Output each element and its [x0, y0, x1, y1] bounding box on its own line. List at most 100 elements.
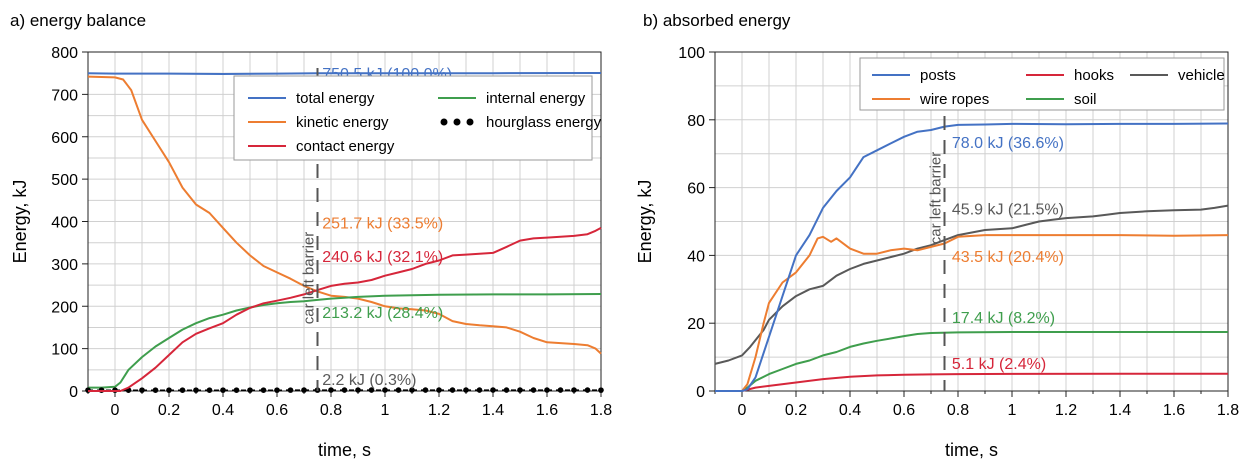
hourglass-marker	[422, 387, 429, 393]
hourglass-marker	[571, 387, 577, 393]
event-label: car left barrier	[301, 232, 318, 325]
event-label: car left barrier	[928, 152, 945, 245]
series-line-hooks	[715, 372, 1228, 392]
x-tick-label: 0.2	[158, 402, 180, 419]
hourglass-marker	[260, 387, 267, 393]
y-tick-label: 80	[687, 113, 705, 130]
y-tick-label: 200	[51, 299, 78, 316]
legend-swatch	[440, 118, 448, 126]
y-tick-label: 800	[51, 45, 78, 62]
series-group	[85, 72, 604, 393]
hourglass-marker	[584, 387, 591, 393]
hourglass-marker	[490, 387, 496, 393]
legend-swatch	[453, 118, 461, 126]
legend-box	[233, 75, 593, 161]
series-line-total-energy	[87, 72, 602, 75]
series-group	[714, 122, 1229, 392]
series-line-wire-ropes	[715, 234, 1229, 392]
x-tick-label: 0	[111, 402, 120, 419]
legend-label: vehicle	[1178, 67, 1225, 84]
plot-frame	[714, 51, 1229, 392]
annotation: 45.9 kJ (21.5%)	[952, 202, 1064, 219]
y-tick-label: 100	[51, 342, 78, 359]
x-tick-label: 1.2	[428, 402, 450, 419]
hourglass-marker	[557, 387, 564, 393]
hourglass-marker	[544, 387, 550, 393]
hourglass-marker	[287, 387, 294, 393]
hourglass-marker	[395, 387, 402, 393]
hourglass-marker	[341, 387, 348, 393]
annotation: 213.2 kJ (28.4%)	[322, 305, 443, 322]
x-tick-label: 0.8	[320, 402, 342, 419]
y-tick-label: 500	[51, 172, 78, 189]
series-line-contact-energy	[88, 227, 602, 392]
chart-title: b) absorbed energy	[643, 11, 791, 30]
hourglass-marker	[166, 387, 172, 393]
hourglass-marker	[328, 387, 334, 393]
annotation: 78.0 kJ (36.6%)	[952, 135, 1064, 152]
y-axis-label: Energy, kJ	[10, 180, 30, 264]
x-tick-label: 1.6	[1163, 402, 1185, 419]
y-tick-label: 400	[51, 215, 78, 232]
series-line-vehicle	[714, 204, 1229, 365]
hourglass-marker	[274, 387, 280, 393]
legend-label: kinetic energy	[296, 114, 389, 131]
legend-swatch	[466, 118, 474, 126]
annotation: 17.4 kJ (8.2%)	[952, 310, 1055, 327]
x-axis-label: time, s	[318, 440, 371, 460]
x-tick-label: 1.6	[536, 402, 558, 419]
chart-panel-1: b) absorbed energy 0 0.2 0.4 0.6 0.8 1 1.2 1.4 1.…	[635, 11, 1239, 460]
y-tick-label: 60	[687, 181, 705, 198]
x-tick-label: 1.4	[1109, 402, 1131, 419]
hourglass-marker	[220, 387, 226, 393]
y-tick-label: 40	[687, 248, 705, 265]
x-tick-label: 0.6	[893, 402, 915, 419]
legend-label: total energy	[296, 90, 375, 107]
hourglass-marker	[139, 387, 145, 393]
annotation: 43.5 kJ (20.4%)	[952, 249, 1064, 266]
x-tick-label: 1	[381, 402, 390, 419]
x-tick-label: 1.4	[482, 402, 504, 419]
x-tick-label: 0	[738, 402, 747, 419]
annotation: 5.1 kJ (2.4%)	[952, 356, 1046, 373]
y-tick-label: 0	[69, 384, 78, 401]
hourglass-marker	[152, 387, 159, 393]
series-line-internal-energy	[88, 293, 602, 389]
x-tick-label: 1.8	[1217, 402, 1239, 419]
x-tick-label: 1.8	[590, 402, 612, 419]
hourglass-marker	[301, 387, 307, 393]
y-tick-label: 300	[51, 257, 78, 274]
legend-label: wire ropes	[919, 91, 989, 108]
y-tick-label: 700	[51, 87, 78, 104]
hourglass-marker	[503, 387, 510, 393]
legend-label: hooks	[1074, 67, 1114, 84]
x-tick-label: 0.4	[212, 402, 234, 419]
series-line-posts	[715, 122, 1229, 392]
y-tick-label: 100	[678, 45, 705, 62]
legend-box	[859, 57, 1225, 111]
x-tick-label: 0.2	[785, 402, 807, 419]
y-tick-label: 20	[687, 316, 705, 333]
chart-title: a) energy balance	[10, 11, 146, 30]
hourglass-marker	[179, 387, 186, 393]
y-tick-label: 0	[696, 384, 705, 401]
hourglass-marker	[598, 387, 604, 393]
hourglass-marker	[247, 387, 253, 393]
hourglass-marker	[355, 387, 361, 393]
x-tick-label: 0.6	[266, 402, 288, 419]
legend-label: internal energy	[486, 90, 586, 107]
hourglass-marker	[517, 387, 523, 393]
legend-label: hourglass energy	[486, 114, 602, 131]
annotation: 240.6 kJ (32.1%)	[322, 249, 443, 266]
y-tick-label: 600	[51, 130, 78, 147]
hourglass-marker	[233, 387, 240, 393]
legend-label: posts	[920, 67, 956, 84]
hourglass-marker	[463, 387, 469, 393]
hourglass-marker	[193, 387, 199, 393]
chart-panel-0: a) energy balance 0 0.2 0.4 0.6 0.8 1 1.2 1.4 1.6…	[10, 11, 612, 460]
hourglass-marker	[382, 387, 388, 393]
hourglass-marker	[409, 387, 415, 393]
hourglass-marker	[476, 387, 483, 393]
hourglass-marker	[206, 387, 213, 393]
